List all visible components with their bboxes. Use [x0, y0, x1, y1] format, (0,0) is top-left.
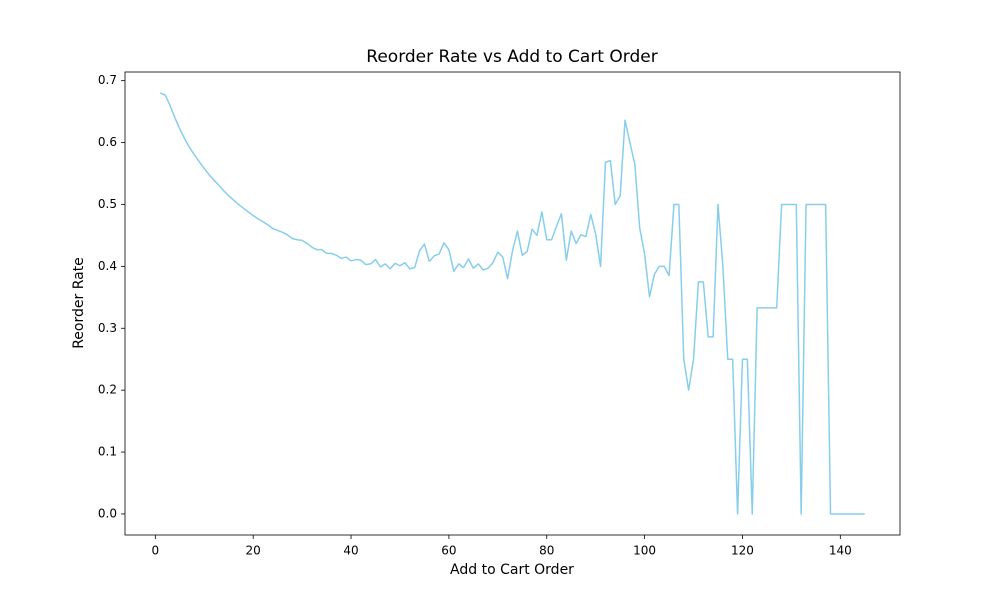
line: [159, 92, 865, 515]
x-tick-label: 20: [246, 544, 261, 558]
x-tick-label: 120: [731, 544, 754, 558]
y-tick-label: 0.3: [98, 321, 117, 335]
y-tick-label: 0.2: [98, 383, 117, 397]
y-tick-label: 0.4: [98, 259, 117, 273]
x-axis-label: Add to Cart Order: [450, 562, 574, 578]
x-tick-label: 100: [633, 544, 656, 558]
x-tick-label: 60: [441, 544, 456, 558]
y-axis-label: Reorder Rate: [71, 257, 87, 349]
y-tick-label: 0.0: [98, 506, 117, 520]
x-tick-label: 40: [343, 544, 358, 558]
x-tick-label: 0: [152, 544, 160, 558]
x-tick-label: 140: [829, 544, 852, 558]
x-tick-label: 80: [539, 544, 554, 558]
chart-title: Reorder Rate vs Add to Cart Order: [366, 47, 657, 67]
y-tick-label: 0.5: [98, 197, 117, 211]
y-tick-label: 0.1: [98, 445, 117, 459]
plot-frame: [124, 71, 901, 536]
y-tick-label: 0.6: [98, 135, 117, 149]
y-tick-label: 0.7: [98, 73, 117, 87]
